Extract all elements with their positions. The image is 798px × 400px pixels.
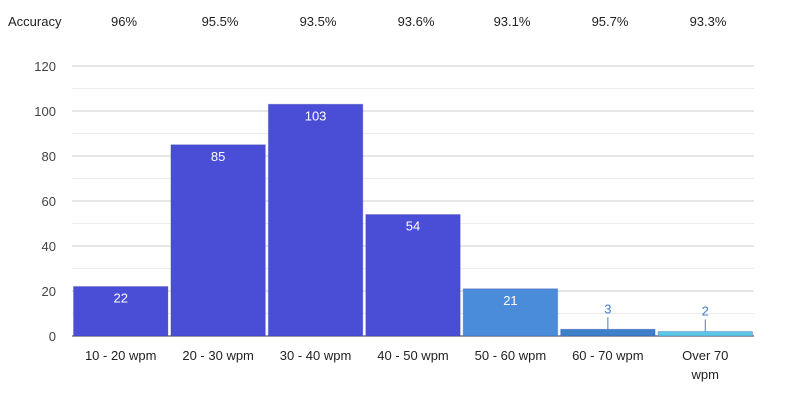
x-tick-label: 20 - 30 wpm — [182, 348, 254, 363]
y-tick-label: 20 — [42, 284, 56, 299]
accuracy-value: 95.5% — [202, 14, 239, 29]
data-labels: 22 85 103 54 21 3 2 — [113, 108, 709, 332]
bar — [462, 288, 559, 337]
accuracy-value: 93.1% — [494, 14, 531, 29]
y-tick-label: 120 — [34, 59, 56, 74]
bar — [170, 144, 266, 337]
bars — [73, 103, 753, 337]
y-axis-ticks: 0 20 40 60 80 100 120 — [34, 59, 56, 344]
x-tick-label: 40 - 50 wpm — [377, 348, 449, 363]
x-tick-label: 60 - 70 wpm — [572, 348, 644, 363]
accuracy-value: 93.5% — [300, 14, 337, 29]
x-tick-label: Over 70 — [682, 348, 728, 363]
bar — [560, 328, 656, 337]
accuracy-value: 96% — [111, 14, 137, 29]
bar — [267, 103, 364, 337]
data-label: 3 — [604, 301, 611, 316]
x-tick-label: 10 - 20 wpm — [85, 348, 157, 363]
accuracy-label: Accuracy — [8, 14, 62, 29]
data-label: 85 — [211, 149, 225, 164]
bar — [73, 286, 169, 337]
accuracy-row: Accuracy 96% 95.5% 93.5% 93.6% 93.1% 95.7% 93.… — [8, 14, 727, 29]
data-label: 54 — [406, 219, 420, 234]
y-tick-label: 80 — [42, 149, 56, 164]
accuracy-value: 93.6% — [398, 14, 435, 29]
bar — [657, 331, 753, 337]
y-tick-label: 60 — [42, 194, 56, 209]
x-tick-label: wpm — [691, 367, 719, 382]
data-label: 103 — [305, 108, 327, 123]
x-tick-label: 30 - 40 wpm — [280, 348, 352, 363]
x-tick-label: 50 - 60 wpm — [475, 348, 547, 363]
accuracy-value: 93.3% — [690, 14, 727, 29]
y-tick-label: 0 — [49, 329, 56, 344]
x-axis-ticks: 10 - 20 wpm 20 - 30 wpm 30 - 40 wpm 40 - 50… — [85, 348, 728, 382]
y-tick-label: 100 — [34, 104, 56, 119]
data-label: 2 — [702, 304, 709, 319]
y-tick-label: 40 — [42, 239, 56, 254]
data-label: 21 — [503, 293, 517, 308]
accuracy-value: 95.7% — [592, 14, 629, 29]
bar — [365, 214, 461, 337]
data-label: 22 — [113, 291, 127, 306]
